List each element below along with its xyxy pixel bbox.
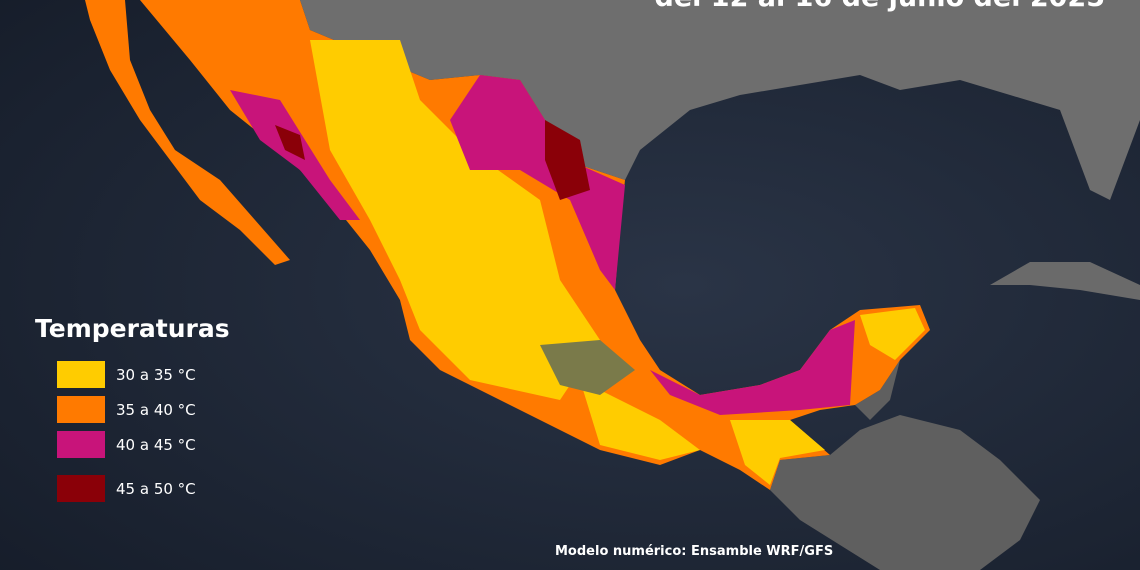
zone-yellow (310, 40, 600, 400)
zone-darkred (275, 125, 305, 160)
central-america (770, 415, 1040, 570)
belize (855, 360, 900, 420)
cuba (990, 262, 1140, 300)
zone-darkred (545, 120, 590, 200)
legend-label: 40 a 45 °C (116, 436, 196, 454)
legend-title: Temperaturas (35, 314, 230, 343)
zone-magenta (650, 320, 855, 415)
legend: 30 a 35 °C 35 a 40 °C 40 a 45 °C 45 a 50 °C (57, 361, 196, 502)
legend-swatch (57, 361, 105, 388)
legend-swatch (57, 475, 105, 502)
legend-label: 45 a 50 °C (116, 480, 196, 498)
usa (300, 0, 1140, 200)
legend-label: 35 a 40 °C (116, 401, 196, 419)
legend-label: 30 a 35 °C (116, 366, 196, 384)
source: Modelo numérico: Ensamble WRF/GFS (555, 544, 833, 559)
zone-yellow (860, 308, 925, 360)
legend-swatch (57, 431, 105, 458)
legend-swatch (57, 396, 105, 423)
highland (540, 340, 635, 395)
zone-yellow (730, 420, 825, 485)
title: del 12 al 16 de junio del 2025 (655, 0, 1106, 13)
zone-magenta (450, 75, 625, 290)
baja-california (85, 0, 290, 265)
zone-yellow (580, 380, 700, 460)
